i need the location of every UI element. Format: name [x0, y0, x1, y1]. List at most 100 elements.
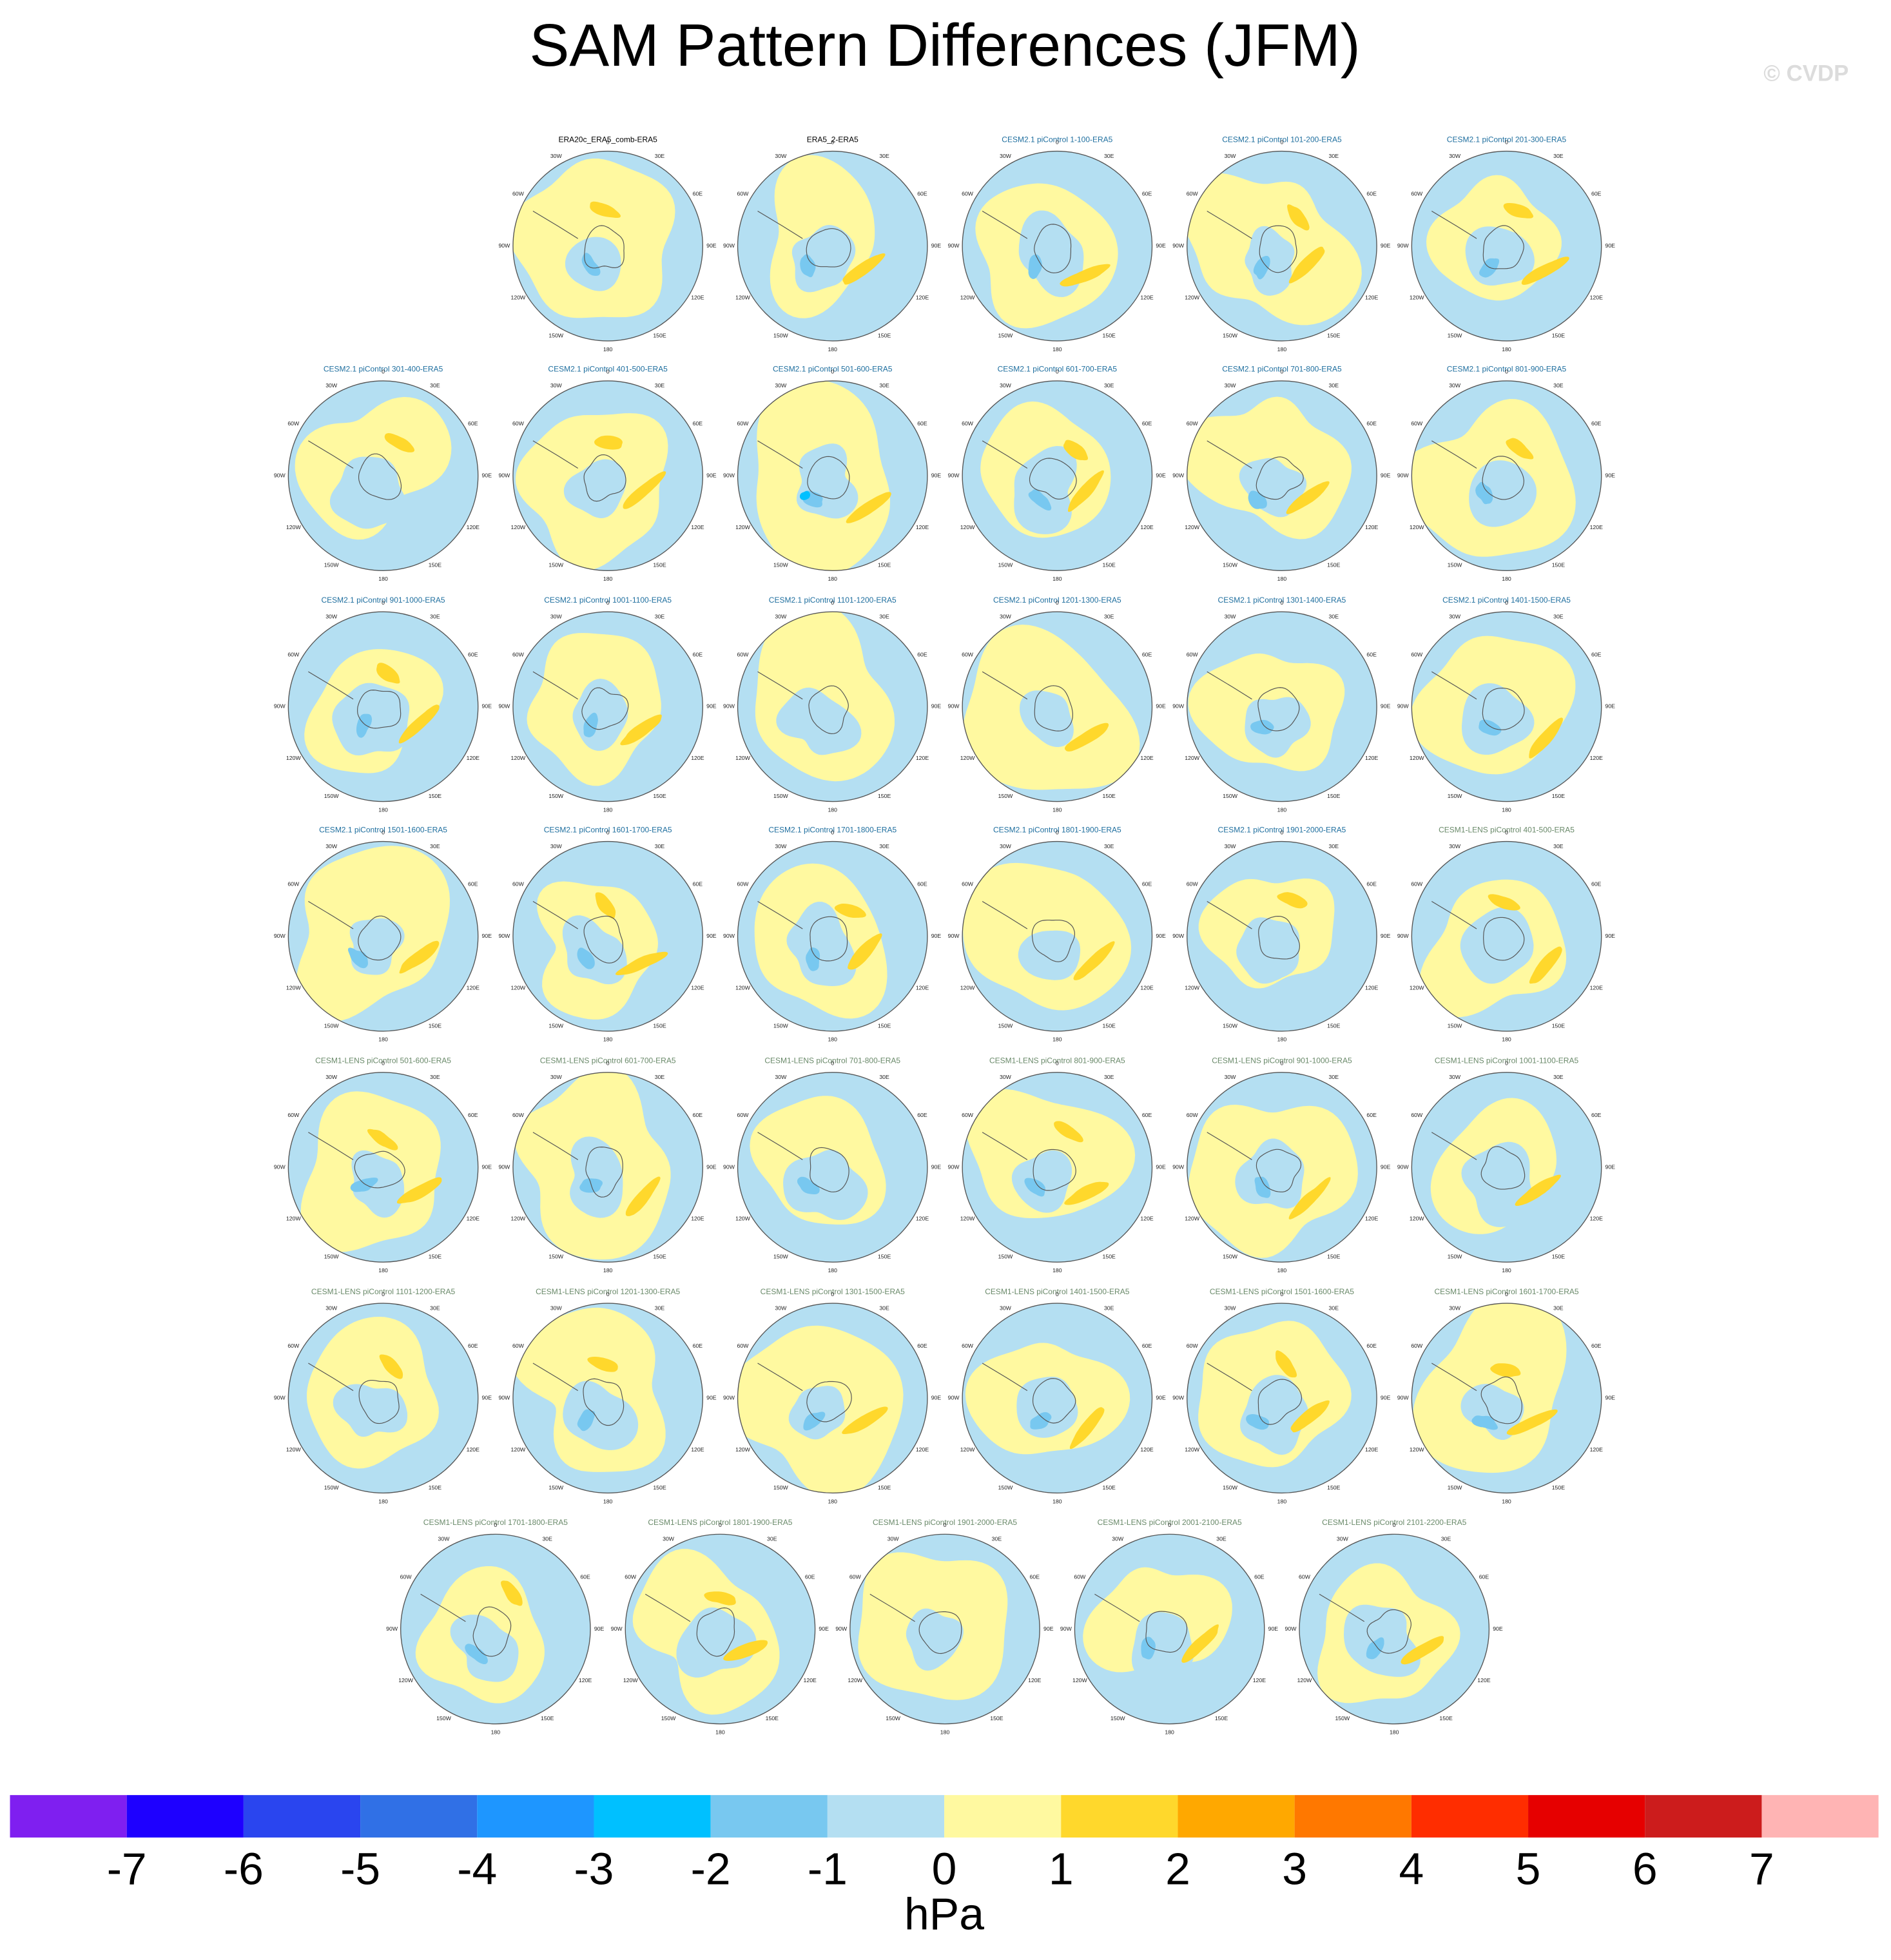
longitude-label: 0: [831, 829, 834, 835]
negative-core: [577, 1409, 596, 1431]
positive-core: [1506, 1409, 1558, 1435]
colorbar-tick-label: 1: [1049, 1844, 1074, 1894]
negative-core: [1254, 1176, 1271, 1198]
map-border: [1411, 1303, 1602, 1494]
longitude-label: 30W: [1449, 613, 1461, 619]
negative-core: [1471, 1415, 1498, 1430]
colorbar-tick-label: 0: [932, 1844, 957, 1894]
coastline: [532, 1363, 578, 1392]
longitude-label: 30E: [655, 1305, 665, 1311]
longitude-label: 120W: [960, 524, 976, 530]
positive-core: [376, 663, 400, 684]
longitude-label: 30W: [1112, 1536, 1124, 1542]
positive-core: [1181, 1624, 1219, 1664]
positive-core: [1064, 723, 1109, 752]
longitude-label: 120E: [1365, 1216, 1379, 1222]
longitude-label: 120E: [1140, 1446, 1154, 1453]
longitude-label: 90E: [931, 703, 942, 710]
longitude-label: 30E: [879, 153, 889, 159]
longitude-label: 180: [940, 1729, 950, 1736]
positive-core: [1490, 1363, 1521, 1377]
panel-title: CESM2.1 piControl 1901-2000-ERA5: [1218, 825, 1346, 834]
longitude-label: 120W: [1185, 1216, 1200, 1222]
positive-core: [1503, 202, 1533, 218]
longitude-label: 30W: [1000, 1074, 1012, 1080]
positive-core: [1515, 1174, 1561, 1207]
longitude-label: 90E: [482, 472, 492, 478]
coastline: [810, 916, 848, 962]
coastline: [583, 454, 626, 502]
coastline: [1256, 456, 1304, 500]
panel-title: CESM2.1 piControl 1-100-ERA5: [1002, 135, 1112, 144]
map-border: [287, 611, 479, 802]
longitude-label: 120W: [511, 294, 527, 300]
longitude-label: 120E: [1140, 524, 1154, 530]
field: [514, 1072, 671, 1260]
longitude-label: 90E: [1381, 242, 1391, 249]
colorbar-tick-label: -1: [808, 1844, 848, 1894]
longitude-label: 60E: [1591, 1112, 1602, 1118]
panel-title: CESM1-LENS piControl 2101-2200-ERA5: [1322, 1518, 1466, 1527]
longitude-label: 150W: [773, 1254, 789, 1260]
longitude-label: 120W: [511, 755, 527, 761]
longitude-label: 60E: [468, 651, 478, 657]
longitude-label: 90W: [1285, 1625, 1297, 1632]
negative-core: [350, 1178, 378, 1192]
longitude-label: 120W: [1185, 755, 1200, 761]
map-border: [1187, 1303, 1377, 1494]
longitude-label: 60E: [468, 420, 478, 427]
longitude-label: 90W: [948, 933, 960, 939]
longitude-label: 150E: [653, 1022, 666, 1029]
coastline: [308, 900, 354, 929]
negative-core: [583, 712, 598, 737]
panel-title: CESM2.1 piControl 701-800-ERA5: [1222, 365, 1342, 374]
longitude-label: 180: [491, 1729, 501, 1736]
longitude-label: 90W: [498, 1163, 510, 1170]
longitude-label: 60W: [962, 1112, 974, 1118]
longitude-label: 30W: [1225, 843, 1237, 849]
longitude-label: 150E: [1327, 1484, 1341, 1491]
longitude-label: 30W: [550, 613, 563, 619]
longitude-label: 0: [606, 599, 610, 606]
longitude-label: 60W: [287, 1112, 300, 1118]
longitude-label: 180: [1052, 806, 1062, 813]
figure-title: SAM Pattern Differences (JFM): [529, 12, 1360, 79]
longitude-label: 60W: [962, 1343, 974, 1349]
positive-core: [1063, 440, 1088, 461]
longitude-label: 30W: [1225, 153, 1237, 159]
coastline: [585, 1147, 623, 1198]
longitude-label: 120W: [735, 984, 751, 991]
longitude-label: 150E: [1103, 1254, 1116, 1260]
longitude-label: 90E: [1381, 472, 1391, 478]
field: [975, 183, 1118, 329]
field: [300, 1091, 442, 1252]
negative-core: [800, 254, 816, 278]
negative-region: [783, 1149, 868, 1220]
map-border: [849, 1533, 1040, 1725]
longitude-label: 120W: [960, 984, 976, 991]
longitude-label: 150W: [324, 1484, 340, 1491]
negative-region: [1460, 907, 1534, 984]
longitude-label: 120E: [1365, 294, 1379, 300]
longitude-label: 150E: [878, 562, 891, 568]
longitude-label: 120E: [1365, 984, 1379, 991]
negative-core: [1250, 719, 1274, 735]
longitude-label: 90E: [1156, 242, 1166, 249]
longitude-label: 90E: [1043, 1625, 1054, 1632]
map-border: [512, 611, 704, 802]
longitude-label: 120E: [1140, 984, 1154, 991]
longitude-label: 150E: [1327, 1254, 1341, 1260]
longitude-label: 30W: [325, 1305, 338, 1311]
field: [963, 862, 1132, 1011]
map-border: [1187, 380, 1377, 571]
coastline: [308, 1363, 354, 1392]
longitude-label: 60W: [625, 1573, 637, 1580]
longitude-label: 90W: [948, 1395, 960, 1401]
longitude-label: 150E: [878, 1022, 891, 1029]
longitude-label: 120W: [960, 1446, 976, 1453]
longitude-label: 90E: [1605, 242, 1616, 249]
